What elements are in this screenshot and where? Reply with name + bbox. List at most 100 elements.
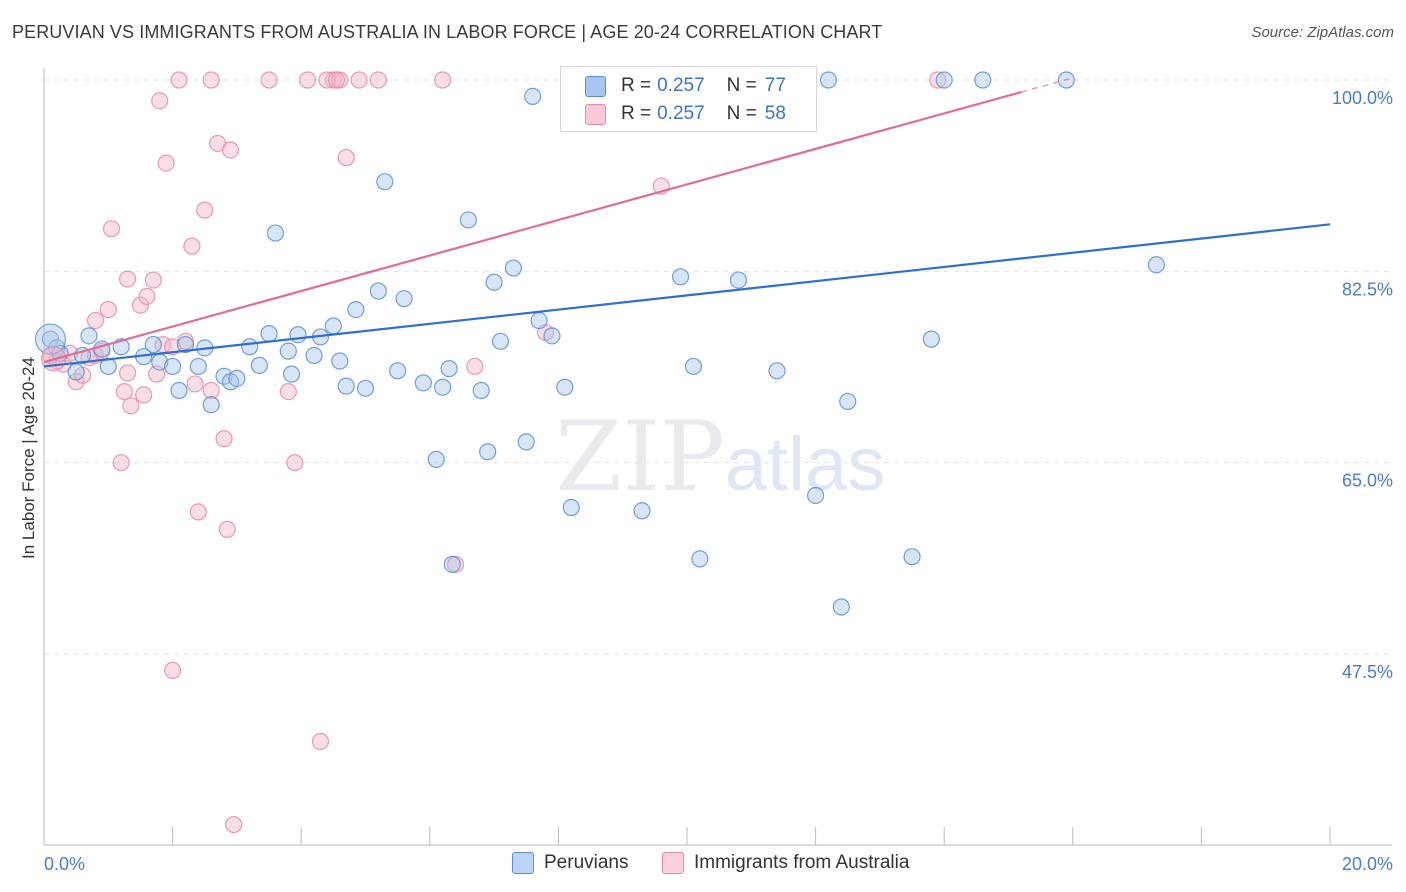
legend-r-label: R =	[621, 103, 652, 124]
point-australia	[157, 154, 175, 172]
y-tick-label: 65.0%	[1342, 471, 1393, 491]
point-peruvians	[819, 71, 838, 89]
point-australia	[112, 454, 130, 472]
point-peruvians	[93, 340, 111, 358]
point-peruvians	[228, 369, 246, 388]
chart-source: Source: ZipAtlas.com	[1251, 24, 1394, 41]
point-peruvians	[241, 338, 259, 356]
point-peruvians	[164, 357, 182, 376]
legend-r-value: 0.257	[657, 75, 705, 96]
point-peruvians	[80, 327, 98, 345]
point-peruvians	[543, 327, 561, 345]
point-australia	[202, 381, 220, 400]
point-australia	[225, 815, 243, 834]
trend-line-australia-extension	[1021, 77, 1073, 93]
point-australia	[299, 71, 317, 89]
point-peruvians	[1147, 256, 1165, 274]
point-australia	[350, 71, 368, 89]
point-peruvians	[395, 290, 413, 308]
point-australia	[183, 237, 201, 255]
point-australia	[369, 71, 387, 89]
point-peruvians	[260, 325, 278, 343]
point-peruvians	[369, 282, 387, 300]
point-peruvians	[974, 71, 992, 89]
point-australia	[170, 71, 188, 89]
y-tick-label: 100.0%	[1332, 88, 1393, 108]
point-peruvians	[414, 374, 432, 392]
point-peruvians	[389, 362, 407, 380]
point-peruvians	[305, 346, 323, 365]
bottom-legend-swatch-blue	[512, 852, 534, 874]
point-peruvians	[337, 377, 355, 395]
point-peruvians	[189, 357, 207, 376]
point-australia	[118, 270, 137, 288]
point-peruvians	[556, 378, 574, 396]
legend-n-label: N =	[726, 75, 757, 96]
point-peruvians	[562, 498, 580, 517]
point-australia	[327, 71, 346, 89]
grid	[44, 79, 1392, 655]
point-australia	[102, 220, 121, 238]
point-peruvians	[347, 301, 365, 319]
point-australia	[218, 520, 236, 538]
bottom-legend-swatch-pink	[662, 852, 684, 874]
y-tick-label: 82.5%	[1342, 279, 1393, 299]
legend-row-australia: R = 0.257 N = 58	[585, 102, 786, 126]
point-peruvians	[524, 87, 542, 106]
x-tick-label-max: 20.0%	[1342, 854, 1393, 874]
point-peruvians	[517, 433, 535, 451]
point-peruvians-cluster	[34, 323, 67, 355]
point-peruvians	[279, 342, 297, 360]
point-australia	[118, 364, 137, 382]
point-peruvians	[440, 360, 458, 378]
legend-n-label: N =	[726, 103, 757, 124]
point-australia	[186, 375, 204, 393]
point-australia	[434, 71, 452, 89]
point-australia	[466, 357, 484, 376]
legend-row-peruvians: R = 0.257 N = 77	[585, 74, 786, 98]
point-peruvians	[729, 271, 748, 289]
bottom-legend-australia[interactable]: Immigrants from Australia	[662, 852, 909, 874]
point-australia	[286, 454, 304, 472]
point-australia	[311, 732, 330, 751]
legend-n-value: 58	[764, 103, 786, 124]
point-australia	[99, 301, 117, 319]
point-australia	[196, 201, 214, 219]
point-peruvians	[491, 332, 510, 350]
point-peruvians	[266, 224, 285, 242]
point-peruvians	[376, 173, 394, 191]
point-peruvians	[434, 378, 452, 396]
point-australia	[135, 386, 153, 404]
bottom-legend: Peruvians Immigrants from Australia	[0, 852, 1406, 878]
point-australia	[202, 71, 220, 89]
trend-line-peruvians	[43, 223, 1331, 368]
point-peruvians	[839, 392, 857, 411]
bottom-legend-peruvians[interactable]: Peruvians	[512, 852, 629, 874]
legend-swatch-blue	[585, 76, 606, 97]
point-peruvians	[427, 450, 445, 468]
point-peruvians	[459, 211, 477, 229]
point-peruvians	[144, 335, 162, 354]
point-peruvians	[530, 311, 548, 330]
point-peruvians	[356, 379, 375, 397]
point-peruvians	[479, 443, 497, 461]
legend-box: R = 0.257 N = 77 R = 0.257 N = 58	[560, 66, 817, 132]
point-australia	[189, 503, 207, 521]
legend-r-value: 0.257	[657, 103, 705, 124]
chart-title: PERUVIAN VS IMMIGRANTS FROM AUSTRALIA IN…	[12, 22, 883, 42]
point-australia	[337, 149, 355, 167]
bottom-legend-label-australia: Immigrants from Australia	[694, 852, 910, 873]
point-australia	[929, 71, 947, 89]
point-peruvians	[443, 555, 461, 573]
point-peruvians	[684, 357, 703, 376]
point-peruvians	[331, 352, 349, 370]
point-peruvians	[176, 335, 195, 354]
point-peruvians	[671, 268, 690, 286]
legend-swatch-pink	[585, 104, 606, 125]
point-australia	[144, 271, 162, 289]
point-peruvians	[832, 598, 850, 616]
bottom-legend-label-peruvians: Peruvians	[544, 852, 629, 873]
point-australia	[279, 383, 297, 401]
point-peruvians	[472, 381, 490, 400]
